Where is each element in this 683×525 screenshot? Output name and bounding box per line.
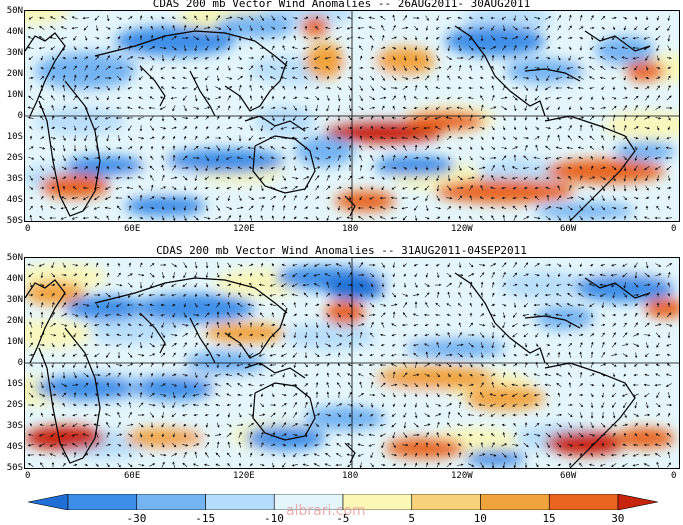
- lon-tick-label: 120W: [451, 471, 473, 481]
- colorbar-tick-label: -15: [195, 512, 216, 525]
- lat-tick-label: 30N: [6, 295, 23, 305]
- lat-tick-label: 50N: [6, 253, 23, 263]
- lat-tick-label: 20N: [6, 316, 23, 326]
- lon-tick-label: 60E: [124, 224, 141, 234]
- lon-tick-label: 60W: [560, 471, 577, 481]
- lat-tick-label: 30N: [6, 48, 23, 58]
- lat-tick-label: 40S: [6, 195, 23, 205]
- lat-tick-label: 50N: [6, 6, 23, 16]
- lat-tick-label: 50S: [6, 463, 23, 473]
- lat-tick-label: 30S: [6, 421, 23, 431]
- colorbar-tick-label: 30: [611, 512, 625, 525]
- lon-tick-label: 180: [342, 471, 359, 481]
- lat-tick-label: 10S: [6, 379, 23, 389]
- lon-tick-label: 120W: [451, 224, 473, 234]
- map-panel-2: [24, 257, 680, 469]
- colorbar: [28, 494, 658, 510]
- lat-tick-label: 10N: [6, 337, 23, 347]
- lat-tick-label: 20N: [6, 69, 23, 79]
- lon-tick-label: 0: [671, 471, 677, 481]
- lon-tick-label: 60W: [560, 224, 577, 234]
- panel-1-title: CDAS 200 mb Vector Wind Anomalies -- 26A…: [152, 0, 531, 10]
- colorbar-tick-label: -30: [126, 512, 147, 525]
- lat-tick-label: 10N: [6, 90, 23, 100]
- lat-tick-label: 40N: [6, 274, 23, 284]
- colorbar-tick-label: 15: [542, 512, 556, 525]
- lat-tick-label: 0: [17, 358, 23, 368]
- lat-tick-label: 20S: [6, 153, 23, 163]
- lat-tick-label: 50S: [6, 216, 23, 226]
- lat-tick-label: 20S: [6, 400, 23, 410]
- lat-tick-label: 0: [17, 111, 23, 121]
- panel-2-title: CDAS 200 mb Vector Wind Anomalies -- 31A…: [156, 244, 527, 257]
- lat-tick-label: 10S: [6, 132, 23, 142]
- lon-tick-label: 120E: [233, 471, 255, 481]
- colorbar-tick-label: -5: [336, 512, 350, 525]
- lat-tick-label: 40N: [6, 27, 23, 37]
- colorbar-tick-label: 5: [408, 512, 415, 525]
- watermark: albrari.com: [286, 503, 366, 519]
- lon-tick-label: 120E: [233, 224, 255, 234]
- lon-tick-label: 60E: [124, 471, 141, 481]
- colorbar-tick-label: -10: [264, 512, 284, 525]
- lat-tick-label: 30S: [6, 174, 23, 184]
- lat-tick-label: 40S: [6, 442, 23, 452]
- lon-tick-label: 0: [25, 471, 31, 481]
- map-panel-1: [24, 10, 680, 222]
- lon-tick-label: 0: [671, 224, 677, 234]
- lon-tick-label: 180: [342, 224, 359, 234]
- lon-tick-label: 0: [25, 224, 31, 234]
- colorbar-tick-label: 10: [473, 512, 487, 525]
